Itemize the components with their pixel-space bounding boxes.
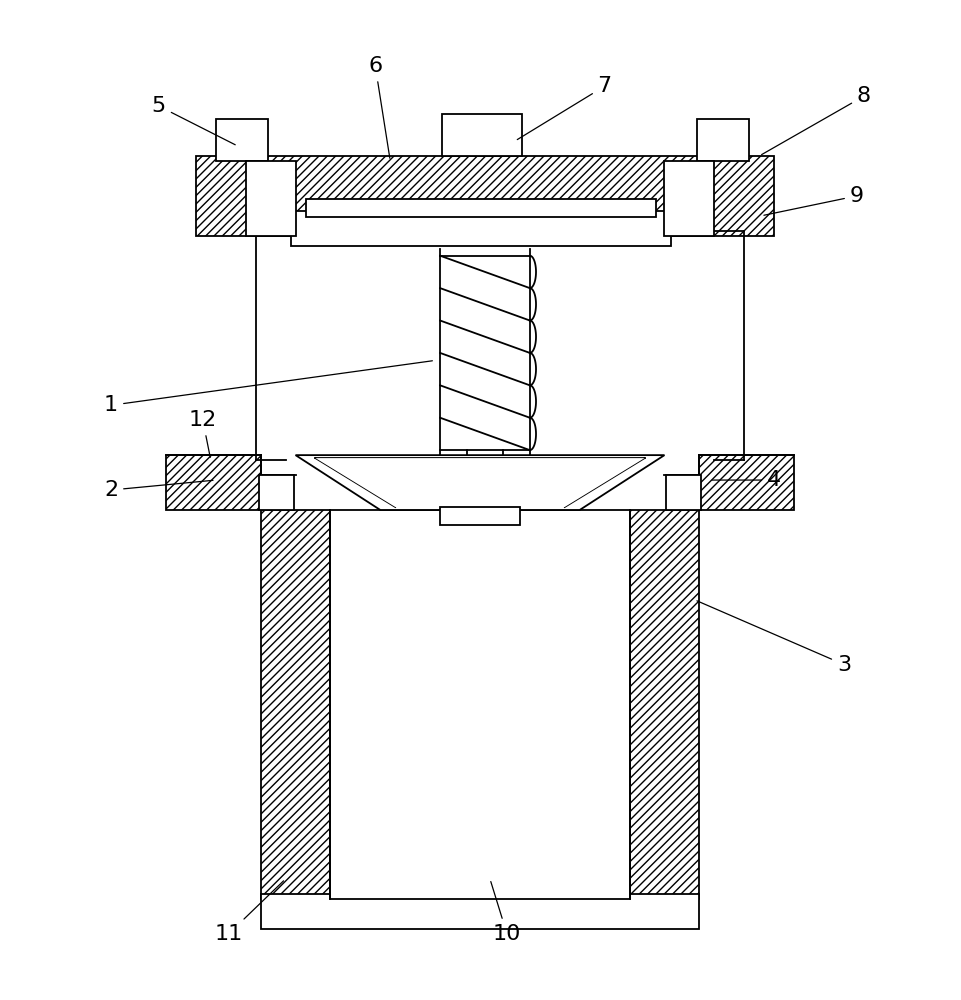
- Bar: [245, 161, 295, 236]
- Bar: [440, 507, 519, 525]
- Bar: [666, 475, 701, 510]
- Bar: [196, 156, 774, 236]
- Text: 5: 5: [152, 96, 235, 145]
- Text: 1: 1: [104, 361, 431, 415]
- Bar: [259, 475, 293, 510]
- Text: 12: 12: [188, 410, 216, 457]
- Polygon shape: [295, 455, 664, 510]
- Text: 8: 8: [761, 86, 870, 155]
- Bar: [664, 161, 714, 236]
- Bar: [260, 510, 330, 899]
- Bar: [290, 211, 671, 246]
- Bar: [699, 455, 793, 510]
- Text: 7: 7: [517, 76, 611, 140]
- Polygon shape: [315, 458, 644, 507]
- Bar: [306, 199, 655, 217]
- Bar: [628, 510, 699, 899]
- Bar: [260, 894, 699, 929]
- Bar: [330, 510, 628, 899]
- Text: 6: 6: [368, 56, 389, 158]
- Text: 3: 3: [696, 601, 850, 675]
- Bar: [442, 114, 521, 156]
- Bar: [165, 455, 260, 510]
- Text: 2: 2: [104, 480, 212, 500]
- Bar: [256, 231, 744, 475]
- Text: 4: 4: [711, 470, 780, 490]
- Text: 11: 11: [214, 881, 283, 944]
- Bar: [697, 119, 749, 161]
- Bar: [215, 119, 267, 161]
- Text: 10: 10: [490, 882, 521, 944]
- Text: 9: 9: [763, 186, 863, 215]
